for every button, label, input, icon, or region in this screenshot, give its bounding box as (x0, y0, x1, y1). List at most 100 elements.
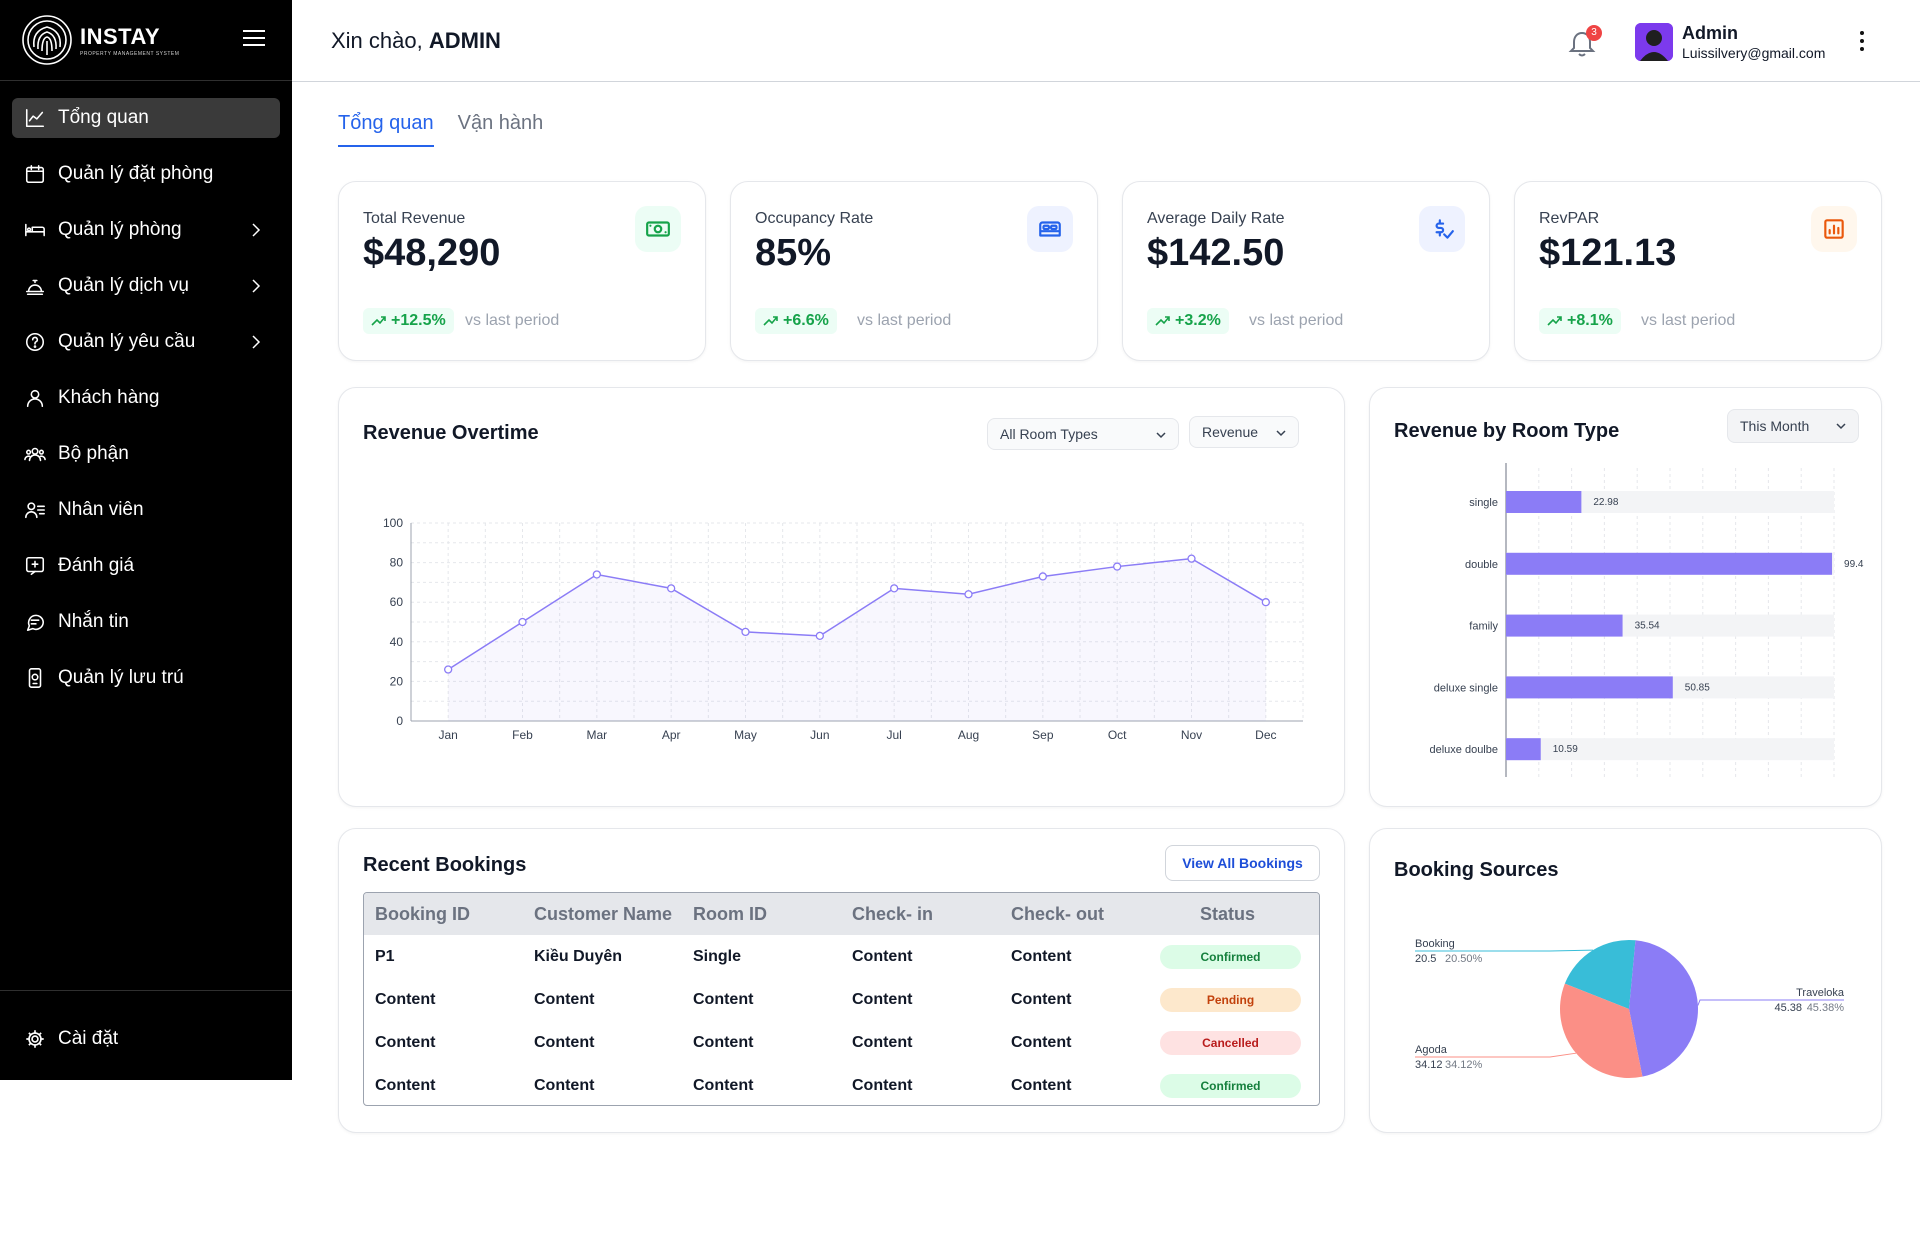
kpi-trend-badge: +12.5% (363, 308, 454, 334)
brand: INSTAY PROPERTY MANAGEMENT SYSTEM (0, 0, 292, 81)
data-point (890, 584, 899, 593)
user-icon (24, 387, 46, 409)
column-header[interactable]: Check- in (852, 903, 934, 924)
sidebar-item-settings[interactable]: Cài đặt (12, 1019, 280, 1059)
bar-value-label: 50.85 (1685, 682, 1710, 693)
pie-slice-name: Traveloka (1796, 987, 1845, 999)
y-tick-label: 80 (390, 556, 404, 570)
table-row[interactable]: Content Content Content Content Content … (364, 1064, 1319, 1105)
greeting-user: ADMIN (428, 28, 501, 53)
bar-category-label: family (1469, 621, 1498, 633)
y-tick-label: 20 (390, 674, 404, 688)
metric-select[interactable]: Revenue (1189, 416, 1299, 448)
notification-badge: 3 (1586, 25, 1602, 41)
kpi-card-total-revenue: Total Revenue $48,290 +12.5% vs last per… (338, 181, 706, 361)
check-out-cell: Content (1011, 990, 1072, 1008)
chevron-right-icon[interactable] (246, 220, 266, 240)
bed-icon (1027, 206, 1073, 252)
pie-leader-line (1697, 999, 1844, 1006)
column-header[interactable]: Status (1200, 903, 1256, 924)
pie-slice-name: Booking (1415, 938, 1455, 950)
booking-sources-pie-chart: Booking 20.5 20.50% Traveloka 45.38 45.38% Ago… (1415, 938, 1845, 1078)
bookings-table: Booking ID Customer Name Room ID Check- … (363, 892, 1320, 1106)
bar-report-icon (1811, 206, 1857, 252)
status-badge: Confirmed (1160, 1073, 1301, 1098)
x-tick-label: Aug (958, 728, 979, 742)
check-out-cell: Content (1011, 1033, 1072, 1051)
x-tick-label: Oct (1108, 728, 1127, 742)
chevron-right-icon[interactable] (246, 332, 266, 352)
sidebar-item-bo-phan[interactable]: Bộ phận (12, 434, 280, 474)
sidebar-item-quan-ly-yeu-cau[interactable]: Quản lý yêu cầu (12, 322, 280, 362)
sidebar-item-label: Tổng quan (58, 107, 149, 128)
pie-slice (1560, 983, 1643, 1078)
tab-overview[interactable]: Tổng quan (338, 112, 434, 147)
sidebar-item-quan-ly-dich-vu[interactable]: Quản lý dịch vụ (12, 266, 280, 306)
table-row[interactable]: P1 Kiều Duyên Single Content Content Con… (364, 935, 1319, 978)
room-type-select[interactable]: All Room Types (987, 418, 1179, 450)
sidebar-item-quan-ly-phong[interactable]: Quản lý phòng (12, 210, 280, 250)
sidebar-item-label: Bộ phận (58, 443, 129, 464)
table-row[interactable]: Content Content Content Content Content … (364, 978, 1319, 1021)
x-tick-label: Feb (512, 728, 533, 742)
period-select[interactable]: This Month (1727, 409, 1859, 443)
sidebar-item-label: Quản lý yêu cầu (58, 331, 196, 352)
user-list-icon (24, 499, 46, 521)
kpi-trend-badge: +8.1% (1539, 308, 1621, 334)
data-point (741, 627, 750, 637)
kpi-value: 85% (755, 232, 832, 274)
pie-slice-percent: 20.50% (1445, 953, 1483, 965)
column-header[interactable]: Check- out (1011, 903, 1105, 924)
chart-line-icon (24, 107, 46, 129)
room-cell: Single (693, 947, 742, 965)
bar-category-label: deluxe single (1434, 682, 1498, 694)
room-cell: Content (693, 1076, 754, 1094)
status-badge: Pending (1160, 987, 1301, 1012)
sidebar: INSTAY PROPERTY MANAGEMENT SYSTEM Tổng q… (0, 0, 292, 1080)
column-header[interactable]: Room ID (693, 903, 767, 924)
settings-section: Cài đặt (0, 990, 292, 1075)
booking-sources-card: Booking Sources Booking 20.5 20.50% Travelo… (1369, 828, 1882, 1133)
tab-operations[interactable]: Vận hành (457, 112, 544, 134)
column-header[interactable]: Booking ID (375, 903, 470, 924)
chevron-right-icon[interactable] (246, 276, 266, 296)
fingerprint-logo-icon (22, 15, 72, 65)
table-row[interactable]: Content Content Content Content Content … (364, 1021, 1319, 1064)
kpi-value: $48,290 (363, 232, 501, 274)
sidebar-nav: Tổng quan Quản lý đặt phòng Quản lý phòng Q… (0, 81, 292, 698)
sidebar-item-nhan-tin[interactable]: Nhắn tin (12, 602, 280, 642)
booking-id-cell: Content (375, 1033, 436, 1051)
revenue-overtime-card: Revenue Overtime All Room Types Revenue … (338, 387, 1345, 807)
view-all-bookings-button[interactable]: View All Bookings (1165, 845, 1320, 881)
status-badge: Confirmed (1160, 944, 1301, 969)
tab-bar: Tổng quan Vận hành (338, 112, 567, 147)
kpi-value: $121.13 (1539, 232, 1677, 274)
check-out-cell: Content (1011, 947, 1072, 965)
x-tick-label: Dec (1255, 728, 1276, 742)
x-tick-label: Apr (662, 728, 681, 742)
room-type-select-value: All Room Types (1000, 426, 1098, 442)
avatar[interactable] (1635, 23, 1673, 61)
room-type-card: Revenue by Room Type This Month single 22… (1369, 387, 1882, 807)
sidebar-item-label: Đánh giá (58, 555, 135, 576)
data-point (444, 665, 453, 674)
sidebar-item-quan-ly-dat-phong[interactable]: Quản lý đặt phòng (12, 154, 280, 194)
revenue-line-chart: 0 20 40 60 80 100 Jan Feb Mar Apr May Jun Jul Aug Sep O… (383, 516, 1304, 742)
y-tick-label: 40 (390, 635, 404, 649)
sidebar-item-quan-ly-luu-tru[interactable]: Quản lý lưu trú (12, 658, 280, 698)
x-tick-label: Mar (586, 728, 607, 742)
sidebar-item-khach-hang[interactable]: Khách hàng (12, 378, 280, 418)
kpi-card-revpar: RevPAR $121.13 +8.1% vs last period (1514, 181, 1882, 361)
x-tick-label: Sep (1032, 728, 1054, 742)
service-bell-icon (24, 275, 46, 297)
customer-cell: Content (534, 1033, 595, 1051)
sidebar-item-nhan-vien[interactable]: Nhân viên (12, 490, 280, 530)
trend-up-icon (1547, 316, 1562, 326)
more-vertical-icon[interactable] (1857, 28, 1867, 54)
hamburger-menu-icon[interactable] (242, 28, 266, 48)
sidebar-item-danh-gia[interactable]: Đánh giá (12, 546, 280, 586)
sidebar-item-tong-quan[interactable]: Tổng quan (12, 98, 280, 138)
customer-cell: Content (534, 990, 595, 1008)
column-header[interactable]: Customer Name (534, 903, 673, 924)
trend-up-icon (763, 316, 778, 326)
